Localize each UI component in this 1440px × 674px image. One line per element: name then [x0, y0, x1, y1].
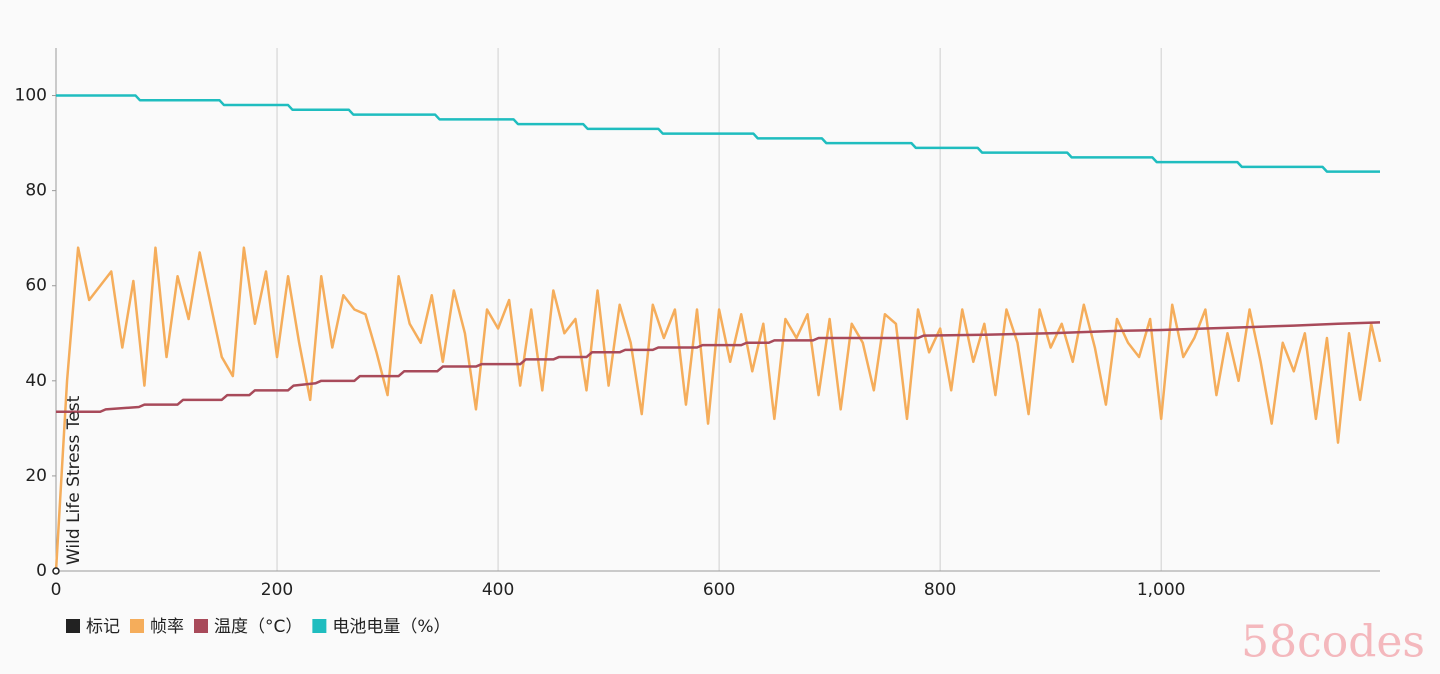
annotation-marker	[52, 567, 60, 575]
x-tick-label: 800	[924, 580, 956, 600]
legend-swatch	[194, 619, 208, 633]
series-line	[54, 246, 1382, 572]
y-tick-label: 60	[25, 276, 47, 296]
legend-label: 标记	[86, 617, 120, 637]
y-tick-label: 80	[25, 181, 47, 201]
legend-swatch	[130, 619, 144, 633]
x-tick-label: 0	[51, 580, 62, 600]
annotation-text: Wild Life Stress Test	[64, 395, 84, 565]
legend-label: 温度（°C）	[214, 617, 302, 637]
y-tick-label: 0	[36, 561, 47, 581]
x-tick-label: 400	[482, 580, 514, 600]
x-tick-label: 200	[261, 580, 293, 600]
legend-label: 帧率	[150, 617, 184, 637]
x-tick-label: 600	[703, 580, 735, 600]
y-tick-label: 100	[15, 86, 47, 106]
legend-swatch	[312, 619, 327, 633]
watermark: 58codes	[1241, 617, 1425, 668]
y-tick-label: 20	[25, 466, 47, 486]
legend-swatch	[66, 619, 80, 633]
y-tick-label: 40	[25, 371, 47, 391]
series-line	[56, 94, 1380, 173]
series-line	[56, 321, 1381, 413]
x-tick-label: 1,000	[1137, 580, 1186, 600]
legend-label: 电池电量（%）	[332, 617, 450, 637]
